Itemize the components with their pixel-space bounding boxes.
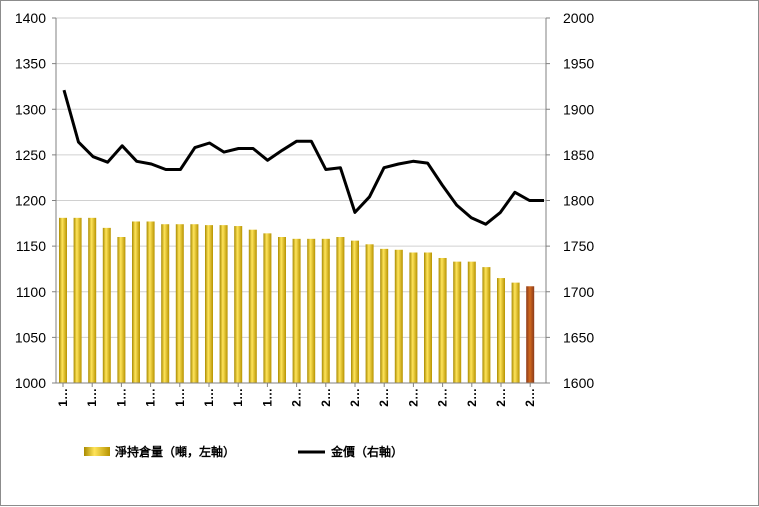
- y-left-tick-label: 1150: [16, 238, 46, 254]
- x-tick-label: 2…: [319, 388, 333, 407]
- gold-price-line: [62, 89, 544, 226]
- bar: [351, 240, 359, 383]
- bar: [161, 224, 170, 383]
- bar: [59, 217, 67, 383]
- bar: [467, 261, 476, 383]
- y-left-tick-label: 1300: [15, 101, 46, 117]
- bar: [146, 221, 155, 383]
- bar: [88, 217, 97, 383]
- y-axis-right-ticks: 1600 1650 1700 1750 1800 1850 1900 1950 2000: [546, 10, 594, 391]
- bar: [307, 238, 316, 383]
- x-tick-label: 2…: [523, 388, 537, 407]
- legend-label-bar: 淨持倉量（噸，左軸）: [114, 444, 235, 459]
- y-right-tick-label: 1950: [563, 56, 594, 72]
- bar: [409, 252, 418, 383]
- bar: [102, 227, 111, 383]
- x-tick-label: 2…: [377, 388, 391, 407]
- y-left-tick-label: 1200: [15, 193, 46, 209]
- y-right-tick-label: 1650: [563, 329, 594, 345]
- bar: [365, 244, 374, 383]
- legend-label-line: 金價（右軸）: [330, 444, 403, 459]
- y-right-tick-label: 1600: [563, 375, 594, 391]
- bar: [263, 233, 272, 383]
- bar: [482, 267, 491, 383]
- y-left-tick-label: 1100: [16, 284, 46, 300]
- x-tick-label: 2…: [436, 388, 450, 407]
- bar: [336, 237, 345, 383]
- bar: [438, 257, 447, 383]
- y-right-tick-label: 1700: [563, 284, 594, 300]
- bar: [175, 224, 184, 383]
- line-series-gold-price: [62, 89, 544, 226]
- x-tick-label: 1…: [260, 388, 274, 407]
- bar: [321, 238, 330, 383]
- bar: [511, 282, 520, 383]
- bar: [219, 225, 228, 383]
- legend-swatch-bar: [84, 447, 110, 456]
- bar: [394, 249, 403, 383]
- bar: [292, 238, 301, 383]
- bar: [132, 221, 140, 383]
- y-right-tick-label: 2000: [563, 10, 594, 26]
- bar: [526, 286, 535, 383]
- y-left-tick-label: 1000: [15, 375, 46, 391]
- bar: [453, 261, 462, 383]
- x-tick-label: 1…: [231, 388, 245, 407]
- x-tick-label: 2…: [465, 388, 479, 407]
- bar: [278, 237, 286, 383]
- x-tick-label: 1…: [144, 388, 158, 407]
- x-tick-label: 1…: [85, 388, 99, 407]
- y-left-tick-label: 1350: [15, 56, 46, 72]
- y-right-tick-label: 1750: [563, 238, 594, 254]
- x-tick-label: 1…: [56, 388, 70, 407]
- x-tick-label: 2…: [290, 388, 304, 407]
- legend: 淨持倉量（噸，左軸） 金價（右軸）: [84, 444, 403, 459]
- x-tick-label: 1…: [114, 388, 128, 407]
- bar: [234, 226, 243, 383]
- bar: [380, 248, 389, 383]
- bar-series-net-holdings: [59, 217, 535, 383]
- bar: [205, 225, 213, 383]
- bar: [73, 217, 82, 383]
- bar: [190, 224, 199, 383]
- x-tick-label: 2…: [348, 388, 362, 407]
- bar: [424, 252, 432, 383]
- bar: [248, 229, 257, 383]
- y-left-tick-label: 1400: [15, 10, 46, 26]
- x-tick-label: 1…: [202, 388, 216, 407]
- x-tick-label: 1…: [173, 388, 187, 407]
- bar: [117, 237, 126, 383]
- x-axis-ticks: 1… 1… 1… 1… 1… 1… 1… 1… 2… 2… 2… 2… 2… 2… 2… 2… 2…: [56, 383, 537, 407]
- y-right-tick-label: 1850: [563, 147, 594, 163]
- y-axis-left-ticks: 1000 1050 1100 1150 1200 1250 1300 1350 1400: [15, 10, 56, 391]
- bar: [497, 278, 505, 383]
- y-right-tick-label: 1800: [563, 193, 594, 209]
- y-right-tick-label: 1900: [563, 101, 594, 117]
- x-tick-label: 2…: [494, 388, 508, 407]
- y-left-tick-label: 1250: [15, 147, 46, 163]
- y-left-tick-label: 1050: [15, 329, 46, 345]
- x-tick-label: 2…: [406, 388, 420, 407]
